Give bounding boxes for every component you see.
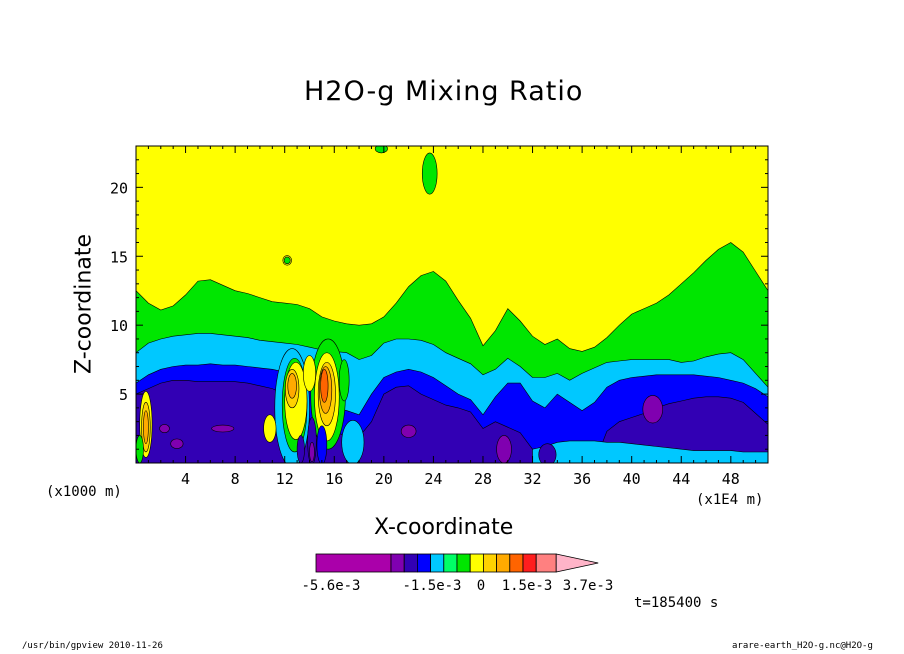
- convective-patch-11: [338, 359, 350, 402]
- colorbar: -5.6e-3 -1.5e-3 0 1.5e-3 3.7e-3: [301, 553, 614, 594]
- colorbar-segment-7: [469, 553, 484, 573]
- colorbar-segment-11: [522, 553, 537, 573]
- contour-blob-2: [170, 438, 184, 449]
- convective-patch-10: [302, 355, 316, 392]
- colorbar-segment-4: [430, 553, 445, 573]
- convective-patch-9: [320, 368, 329, 403]
- y-tick-label-3: 20: [110, 179, 128, 197]
- y-tick-label-1: 10: [110, 317, 128, 335]
- colorbar-segment-12: [535, 553, 557, 573]
- contour-blob-9: [374, 146, 388, 154]
- colorbar-segment-2: [403, 553, 418, 573]
- colorbar-segment-1: [390, 553, 405, 573]
- contour-field: [136, 146, 768, 463]
- contour-blob-4: [400, 424, 417, 438]
- colorbar-segment-6: [456, 553, 471, 573]
- contour-blob-6: [538, 443, 557, 463]
- colorbar-label-2: 0: [477, 578, 485, 594]
- x-unit-right: (x1E4 m): [696, 492, 764, 508]
- convective-patch-4: [287, 373, 297, 399]
- contour-blob-3: [159, 424, 170, 433]
- colorbar-segment-10: [509, 553, 524, 573]
- footer-left: /usr/bin/gpview 2010-11-26: [22, 641, 163, 651]
- colorbar-segment-5: [443, 553, 458, 573]
- colorbar-segment-9: [496, 553, 511, 573]
- x-tick-label-3: 16: [325, 470, 343, 488]
- colorbar-segment-8: [482, 553, 497, 573]
- convective-patch-16: [296, 435, 305, 463]
- contour-blob-10: [421, 152, 438, 195]
- contour-ground-band-0: [532, 440, 768, 463]
- x-tick-label-10: 44: [672, 470, 690, 488]
- x-unit-left: (x1000 m): [46, 484, 122, 500]
- x-tick-label-11: 48: [722, 470, 740, 488]
- colorbar-segment-0: [315, 553, 392, 573]
- time-label: t=185400 s: [634, 595, 719, 611]
- colorbar-label-1: -1.5e-3: [402, 578, 461, 594]
- colorbar-label-4: 3.7e-3: [563, 578, 614, 594]
- colorbar-extend-arrow: [555, 553, 599, 573]
- x-tick-label-4: 20: [375, 470, 393, 488]
- contour-blob-8: [283, 256, 291, 265]
- x-tick-label-8: 36: [573, 470, 591, 488]
- x-tick-label-5: 24: [424, 470, 442, 488]
- footer-right: arare-earth_H2O-g.nc@H2O-g: [732, 641, 873, 651]
- x-axis-label: X-coordinate: [374, 515, 514, 540]
- chart-title: H2O-g Mixing Ratio: [304, 76, 584, 107]
- plot-frame: [135, 145, 769, 464]
- y-tick-label-2: 15: [110, 248, 128, 266]
- convective-patch-12: [263, 414, 277, 443]
- x-tick-label-0: 4: [181, 470, 190, 488]
- x-tick-label-1: 8: [231, 470, 240, 488]
- x-tick-label-2: 12: [276, 470, 294, 488]
- convective-patch-13: [341, 419, 365, 463]
- colorbar-label-3: 1.5e-3: [502, 578, 553, 594]
- contour-blob-0: [642, 395, 663, 424]
- contour-blob-1: [211, 424, 235, 433]
- contour-blob-5: [496, 435, 512, 463]
- colorbar-segment-3: [416, 553, 431, 573]
- colorbar-label-0: -5.6e-3: [301, 578, 360, 594]
- y-axis-label: Z-coordinate: [71, 234, 97, 374]
- convective-patch-17: [309, 442, 315, 462]
- convective-patch-15: [316, 425, 328, 463]
- x-tick-label-7: 32: [524, 470, 542, 488]
- x-tick-label-6: 28: [474, 470, 492, 488]
- convective-patch-20: [143, 410, 149, 445]
- x-tick-label-9: 40: [623, 470, 641, 488]
- y-tick-label-0: 5: [119, 386, 128, 404]
